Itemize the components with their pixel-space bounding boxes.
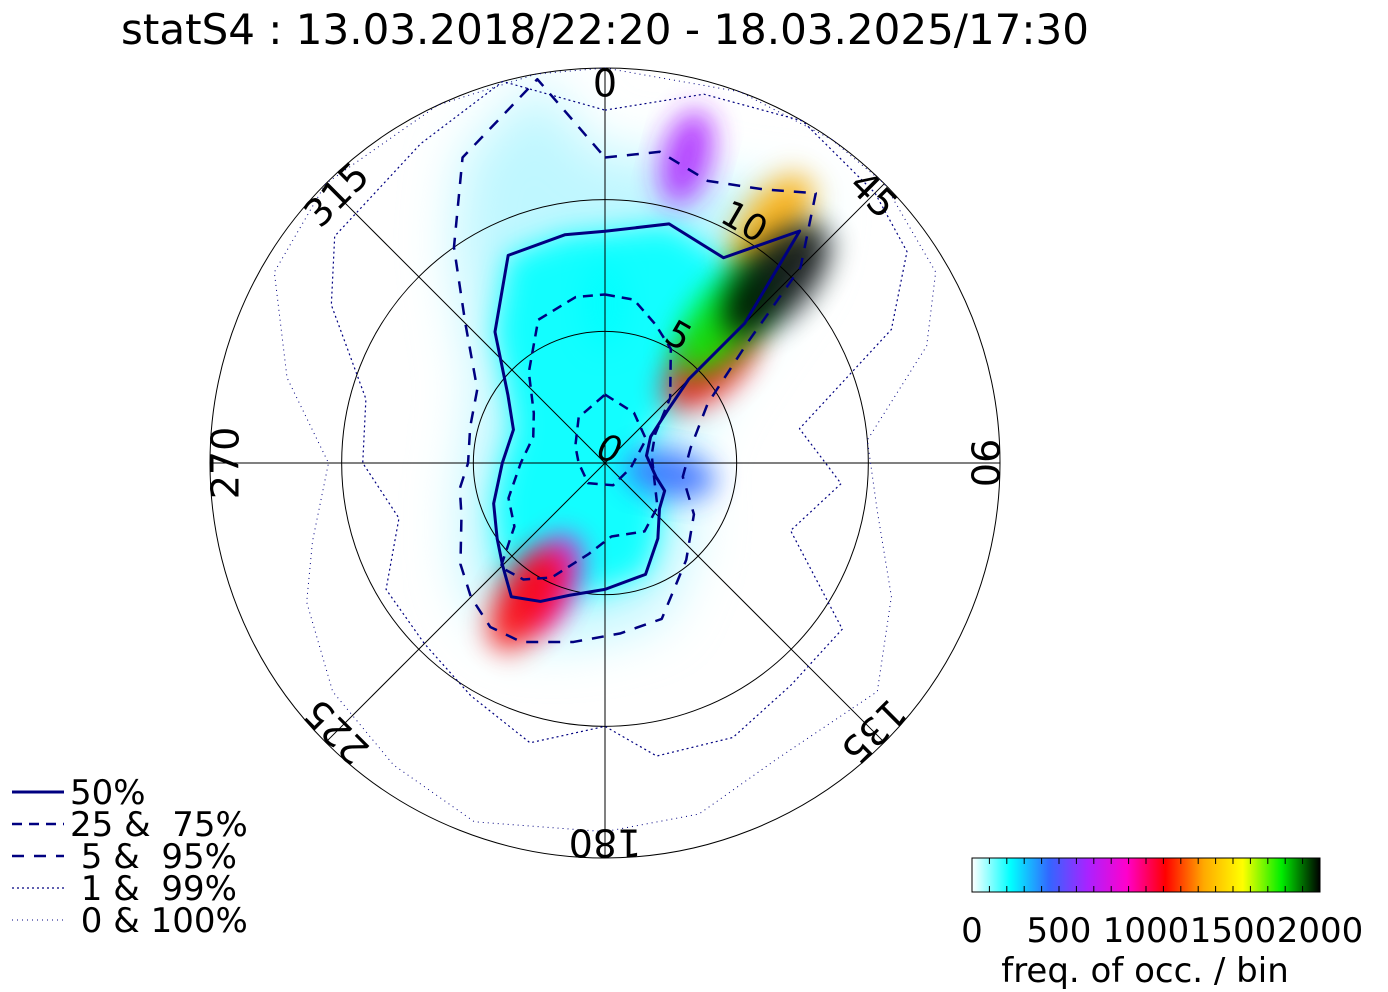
angle-tick-label: 0 — [593, 61, 617, 105]
colorbar-tick-label: 500 — [1027, 911, 1092, 951]
colorbar-tick-label: 1500 — [1190, 911, 1277, 951]
legend-label: 25 & 75% — [70, 805, 248, 845]
colorbar-ticks: 0 500 1000 1500 2000 — [961, 858, 1363, 951]
density-heatmap — [453, 79, 830, 651]
legend-label: 50% — [70, 773, 146, 813]
contour-dashed — [499, 293, 673, 581]
density-hotspot — [721, 223, 830, 337]
angle-tick-label: 90 — [963, 439, 1007, 487]
colorbar-tick-label: 2000 — [1277, 911, 1364, 951]
colorbar: 0 500 1000 1500 2000 freq. of occ. / bin — [961, 857, 1363, 991]
density-hotspot — [659, 109, 714, 206]
density-hotspot — [729, 174, 813, 278]
percentile-contours — [273, 67, 937, 833]
spoke-line — [325, 183, 885, 743]
legend: 50%25 & 75% 5 & 95% 1 & 99% 0 & 100% — [12, 773, 248, 941]
polar-grid — [209, 67, 1001, 859]
angle-tick-label: 270 — [203, 427, 247, 500]
colorbar-label: freq. of occ. / bin — [1001, 951, 1289, 991]
density-hotspot — [624, 450, 716, 499]
colorbar-tick-label: 1000 — [1103, 911, 1190, 951]
chart-title: statS4 : 13.03.2018/22:20 - 18.03.2025/1… — [121, 5, 1089, 54]
colorbar-tick-label: 0 — [961, 911, 983, 951]
contour-dashed-sparse — [452, 77, 818, 644]
legend-label: 5 & 95% — [70, 837, 237, 877]
angle-tick-label: 180 — [569, 821, 642, 865]
legend-label: 1 & 99% — [70, 869, 237, 909]
contour-solid — [492, 222, 802, 603]
contour-dotted — [330, 80, 908, 757]
legend-label: 0 & 100% — [70, 901, 248, 941]
